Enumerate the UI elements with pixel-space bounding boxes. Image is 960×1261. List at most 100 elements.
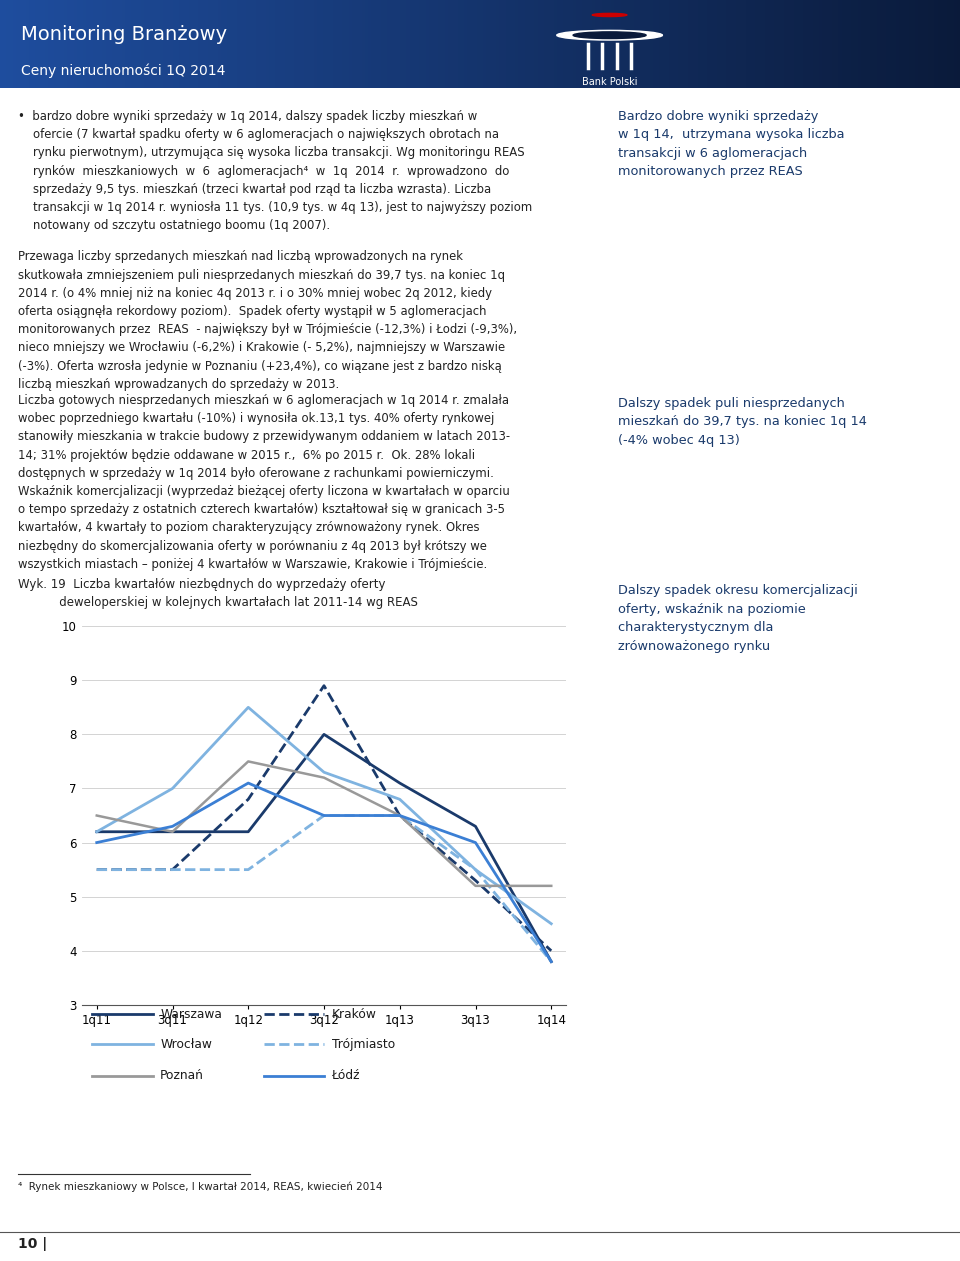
- Bar: [876, 0, 880, 88]
- Bar: [919, 0, 922, 88]
- Bar: [348, 0, 352, 88]
- Bar: [122, 0, 125, 88]
- Bar: [230, 0, 233, 88]
- Bar: [89, 0, 93, 88]
- Bar: [934, 0, 938, 88]
- Bar: [662, 0, 665, 88]
- Bar: [842, 0, 845, 88]
- Bar: [250, 0, 252, 88]
- Bar: [660, 0, 662, 88]
- Bar: [218, 0, 221, 88]
- Bar: [784, 0, 787, 88]
- Bar: [804, 0, 806, 88]
- Bar: [682, 0, 684, 88]
- Bar: [166, 0, 170, 88]
- Bar: [377, 0, 381, 88]
- Bar: [698, 0, 701, 88]
- Bar: [588, 0, 592, 88]
- Bar: [922, 0, 924, 88]
- Bar: [358, 0, 362, 88]
- Bar: [592, 0, 595, 88]
- Bar: [502, 0, 506, 88]
- Bar: [531, 0, 535, 88]
- Bar: [512, 0, 516, 88]
- Bar: [691, 0, 694, 88]
- Bar: [314, 0, 317, 88]
- Bar: [173, 0, 176, 88]
- Bar: [727, 0, 730, 88]
- Bar: [893, 0, 896, 88]
- Bar: [554, 0, 557, 88]
- Bar: [160, 0, 163, 88]
- Bar: [708, 0, 710, 88]
- Bar: [29, 0, 32, 88]
- Bar: [387, 0, 391, 88]
- Bar: [902, 0, 905, 88]
- Bar: [84, 0, 86, 88]
- Bar: [125, 0, 128, 88]
- Bar: [672, 0, 675, 88]
- Bar: [579, 0, 583, 88]
- Bar: [621, 0, 624, 88]
- Bar: [896, 0, 900, 88]
- Bar: [64, 0, 67, 88]
- Bar: [944, 0, 948, 88]
- Bar: [509, 0, 512, 88]
- Bar: [461, 0, 464, 88]
- Bar: [208, 0, 211, 88]
- Bar: [396, 0, 400, 88]
- Bar: [406, 0, 410, 88]
- Bar: [758, 0, 761, 88]
- Bar: [381, 0, 384, 88]
- Bar: [473, 0, 477, 88]
- Bar: [112, 0, 115, 88]
- Bar: [288, 0, 291, 88]
- Bar: [768, 0, 771, 88]
- Bar: [938, 0, 941, 88]
- Bar: [490, 0, 492, 88]
- Bar: [182, 0, 185, 88]
- Bar: [199, 0, 202, 88]
- Bar: [324, 0, 326, 88]
- Bar: [400, 0, 403, 88]
- Bar: [326, 0, 329, 88]
- Bar: [483, 0, 487, 88]
- Bar: [458, 0, 461, 88]
- Bar: [477, 0, 480, 88]
- Bar: [656, 0, 660, 88]
- Bar: [540, 0, 544, 88]
- Bar: [48, 0, 51, 88]
- Bar: [867, 0, 871, 88]
- Bar: [557, 0, 560, 88]
- Bar: [924, 0, 928, 88]
- Bar: [276, 0, 278, 88]
- Bar: [832, 0, 835, 88]
- Bar: [525, 0, 528, 88]
- Bar: [285, 0, 288, 88]
- Bar: [291, 0, 295, 88]
- Bar: [22, 0, 26, 88]
- Bar: [137, 0, 141, 88]
- Bar: [7, 0, 10, 88]
- Bar: [848, 0, 852, 88]
- Bar: [317, 0, 320, 88]
- Bar: [506, 0, 509, 88]
- Bar: [538, 0, 540, 88]
- Bar: [144, 0, 147, 88]
- Bar: [156, 0, 160, 88]
- Bar: [931, 0, 934, 88]
- Bar: [535, 0, 538, 88]
- Bar: [499, 0, 502, 88]
- Bar: [775, 0, 778, 88]
- Bar: [886, 0, 890, 88]
- Bar: [550, 0, 554, 88]
- Bar: [948, 0, 950, 88]
- Bar: [454, 0, 458, 88]
- Bar: [93, 0, 96, 88]
- Bar: [410, 0, 413, 88]
- Bar: [564, 0, 566, 88]
- Bar: [634, 0, 636, 88]
- Bar: [646, 0, 650, 88]
- Circle shape: [573, 32, 646, 39]
- Text: Monitoring Branżowy: Monitoring Branżowy: [21, 25, 228, 44]
